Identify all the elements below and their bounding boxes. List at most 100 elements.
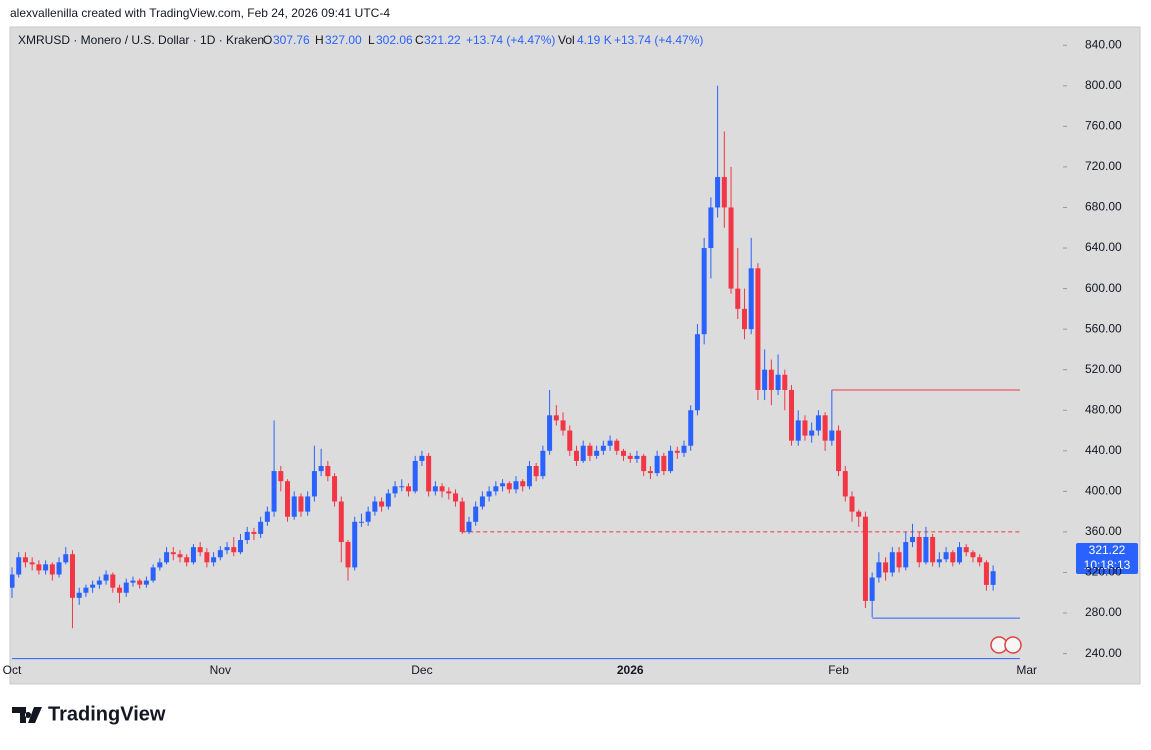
- candle-body: [419, 455, 425, 461]
- price-tag: 321.22 10:18:13: [1076, 543, 1138, 574]
- candle-body: [150, 567, 156, 581]
- logo-text: TradingView: [48, 703, 166, 725]
- plot: [10, 85, 1020, 660]
- x-tick-label: Oct: [3, 663, 22, 677]
- y-tick-label: 760.00: [1085, 119, 1122, 133]
- candle-body: [271, 471, 277, 512]
- candle-body: [862, 516, 868, 601]
- h-label: H: [315, 33, 324, 47]
- h-value: 327.00: [325, 33, 362, 47]
- candle-body: [573, 450, 579, 461]
- candle-body: [365, 511, 371, 522]
- candle-body: [103, 574, 109, 581]
- candle-body: [352, 521, 358, 568]
- candle-body: [69, 554, 75, 598]
- candle-body: [385, 493, 391, 507]
- candle-body: [762, 369, 768, 390]
- candle-body: [49, 564, 55, 575]
- y-tick-label: 400.00: [1085, 484, 1122, 498]
- candle-body: [889, 552, 895, 573]
- candle-body: [990, 571, 996, 585]
- candle-body: [936, 559, 942, 563]
- candle-body: [224, 547, 230, 551]
- candle-body: [883, 562, 889, 573]
- candle-body: [903, 542, 909, 568]
- y-tick-label: 680.00: [1085, 200, 1122, 214]
- candle-body: [500, 483, 506, 487]
- candle-body: [768, 369, 774, 390]
- x-tick-label: Nov: [210, 663, 231, 677]
- vol-label: Vol: [558, 33, 575, 47]
- candle-body: [621, 450, 627, 456]
- candle-body: [177, 554, 183, 558]
- candle-body: [802, 420, 808, 436]
- candle-body: [930, 536, 936, 563]
- candle-body: [278, 471, 284, 482]
- y-tick-label: 280.00: [1085, 605, 1122, 619]
- candle-body: [782, 374, 788, 390]
- candle-body: [170, 552, 176, 555]
- candle-body: [715, 177, 721, 208]
- candle-body: [426, 455, 432, 492]
- candle-body: [22, 557, 28, 563]
- candle-body: [553, 415, 559, 421]
- candle-body: [513, 481, 519, 490]
- candle-body: [520, 481, 526, 487]
- candle-body: [943, 552, 949, 560]
- x-tick-label: 2026: [617, 663, 644, 677]
- o-label: O: [263, 33, 272, 47]
- y-tick-label: 440.00: [1085, 443, 1122, 457]
- candle-body: [614, 440, 620, 451]
- candle-body: [627, 455, 633, 459]
- vol-change: +13.74 (+4.47%): [614, 33, 703, 47]
- candle-body: [453, 493, 459, 502]
- candle-body: [775, 374, 781, 390]
- candle-body: [36, 564, 42, 571]
- candle-body: [728, 207, 734, 289]
- candle-body: [332, 476, 338, 502]
- y-tick-label: 840.00: [1085, 37, 1122, 51]
- event-icons: [990, 636, 1022, 654]
- candle-body: [970, 552, 976, 558]
- candle-body: [237, 540, 243, 553]
- candle-body: [244, 531, 250, 541]
- candle-body: [540, 450, 546, 477]
- candle-body: [379, 501, 385, 507]
- candle-body: [661, 455, 667, 472]
- candle-body: [10, 574, 15, 588]
- candle-body: [681, 445, 687, 453]
- candle-body: [298, 496, 304, 512]
- candle-body: [829, 430, 835, 441]
- c-value: 321.22: [424, 33, 461, 47]
- y-tick-label: 240.00: [1085, 646, 1122, 660]
- y-tick-label: 560.00: [1085, 321, 1122, 335]
- candle-body: [789, 389, 795, 441]
- candle-body: [708, 207, 714, 249]
- candle-body: [654, 455, 660, 474]
- x-tick-label: Dec: [411, 663, 432, 677]
- candle-body: [755, 268, 761, 390]
- candle-body: [849, 496, 855, 512]
- symbol: XMRUSD · Monero / U.S. Dollar · 1D · Kra…: [18, 33, 264, 47]
- y-tick-label: 800.00: [1085, 78, 1122, 92]
- candle-body: [963, 547, 969, 553]
- candle-body: [701, 248, 707, 335]
- l-value: 302.06: [376, 33, 413, 47]
- candle-body: [143, 580, 149, 585]
- candle-body: [211, 557, 217, 563]
- candle-body: [694, 334, 700, 411]
- candle-body: [184, 557, 190, 563]
- candle-body: [63, 554, 69, 563]
- candle-body: [896, 552, 902, 568]
- candle-body: [204, 552, 210, 563]
- y-tick-label: 480.00: [1085, 402, 1122, 416]
- candle-body: [815, 415, 821, 431]
- candle-body: [96, 580, 102, 585]
- candle-body: [90, 584, 96, 588]
- candle-body: [977, 557, 983, 563]
- candle-body: [634, 455, 640, 459]
- candle-body: [533, 466, 539, 477]
- candle-body: [110, 574, 116, 588]
- candle-body: [560, 420, 566, 431]
